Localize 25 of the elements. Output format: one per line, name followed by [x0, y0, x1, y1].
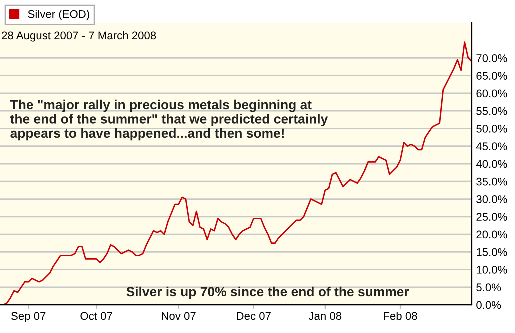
legend-label: Silver (EOD) — [28, 10, 90, 20]
y-tick-label: 40.0% — [476, 160, 508, 168]
y-tick-label: 25.0% — [476, 213, 508, 222]
y-tick-label: 60.0% — [476, 90, 508, 98]
x-tick-label: Sep 07 — [12, 312, 46, 322]
text: 28 August 2007 - 7 March 2008 — [2, 31, 156, 42]
y-tick-label: 70.0% — [476, 54, 508, 62]
y-tick-label: 10.0% — [477, 266, 508, 274]
y-tick-label: 65.0% — [476, 72, 508, 80]
x-tick-label: Feb 08 — [384, 312, 418, 320]
annotation: Silver is up 70% since the end of the summer — [126, 286, 410, 300]
y-tick-label: 20.0% — [476, 230, 508, 239]
y-tick-label: 30.0% — [476, 196, 508, 204]
y-tick-label: 35.0% — [476, 178, 508, 186]
y-tick-label: 0.0% — [476, 301, 502, 310]
y-tick-label: 45.0% — [476, 142, 508, 151]
x-tick-label: Nov 07 — [162, 312, 196, 320]
y-tick-label: 55.0% — [476, 107, 508, 116]
y-tick-label: 50.0% — [476, 125, 508, 133]
y-tick-label: 5.0% — [476, 284, 502, 292]
annotation: The "major rally in precious metals beginning at the end of the summer" that we predicted certainly appears to have happened...and then some! — [10, 100, 328, 141]
x-tick-label: Oct 07 — [80, 312, 112, 320]
y-tick-label: 15.0% — [477, 248, 508, 256]
x-tick-label: Dec 07 — [237, 312, 271, 320]
x-tick-label: Jan 08 — [308, 312, 342, 320]
